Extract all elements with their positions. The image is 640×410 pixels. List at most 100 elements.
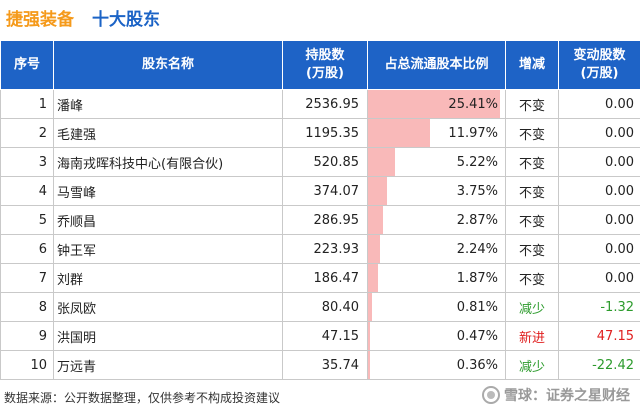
ratio-bar	[368, 322, 371, 350]
row-ratio: 1.87%	[367, 263, 506, 293]
row-ratio: 11.97%	[367, 118, 506, 148]
table-row: 5 乔顺昌 286.95 2.87% 不变 0.00	[0, 205, 640, 235]
brand-text: 雪球：证券之星财经	[504, 388, 630, 404]
ratio-value: 0.47%	[456, 328, 498, 344]
ratio-bar	[368, 235, 380, 263]
row-shares: 186.47	[282, 263, 368, 293]
row-shares: 35.74	[282, 350, 368, 380]
row-shares: 80.40	[282, 292, 368, 322]
row-shares: 374.07	[282, 176, 368, 206]
row-seq: 6	[0, 234, 54, 264]
row-seq: 1	[0, 89, 54, 119]
ratio-bar	[368, 177, 388, 205]
row-seq: 10	[0, 350, 54, 380]
col-header-delta: 变动股数 (万股)	[558, 40, 640, 90]
table-row: 9 洪国明 47.15 0.47% 新进 47.15	[0, 321, 640, 351]
row-change-status: 不变	[505, 89, 559, 119]
row-shares: 2536.95	[282, 89, 368, 119]
row-change-status: 减少	[505, 292, 559, 322]
row-ratio: 2.24%	[367, 234, 506, 264]
ratio-bar	[368, 90, 500, 118]
row-change-status: 不变	[505, 234, 559, 264]
shareholders-table: 序号 股东名称 持股数 (万股) 占总流通股本比例 增减 变动股数 (万股) 1…	[0, 40, 640, 380]
row-shares: 223.93	[282, 234, 368, 264]
row-delta-shares: 0.00	[558, 234, 640, 264]
row-seq: 8	[0, 292, 54, 322]
ratio-value: 2.87%	[456, 212, 498, 228]
ratio-value: 0.36%	[456, 357, 498, 373]
row-seq: 4	[0, 176, 54, 206]
col-header-shares: 持股数 (万股)	[282, 40, 368, 90]
row-seq: 2	[0, 118, 54, 148]
row-ratio: 0.36%	[367, 350, 506, 380]
row-shareholder-name: 海南戎晖科技中心(有限合伙)	[53, 147, 283, 177]
row-seq: 5	[0, 205, 54, 235]
col-header-change: 增减	[505, 40, 559, 90]
table-row: 3 海南戎晖科技中心(有限合伙) 520.85 5.22% 不变 0.00	[0, 147, 640, 177]
row-shares: 1195.35	[282, 118, 368, 148]
ratio-bar	[368, 206, 383, 234]
row-change-status: 不变	[505, 118, 559, 148]
row-delta-shares: 0.00	[558, 205, 640, 235]
row-shares: 47.15	[282, 321, 368, 351]
row-change-status: 新进	[505, 321, 559, 351]
ratio-bar	[368, 148, 396, 176]
table-row: 6 钟王军 223.93 2.24% 不变 0.00	[0, 234, 640, 264]
row-seq: 3	[0, 147, 54, 177]
table-row: 8 张凤欧 80.40 0.81% 减少 -1.32	[0, 292, 640, 322]
row-change-status: 不变	[505, 147, 559, 177]
row-ratio: 5.22%	[367, 147, 506, 177]
row-shareholder-name: 潘峰	[53, 89, 283, 119]
section-title: 十大股东	[92, 9, 160, 30]
row-shareholder-name: 钟王军	[53, 234, 283, 264]
ratio-bar	[368, 351, 370, 379]
row-change-status: 不变	[505, 263, 559, 293]
table-row: 1 潘峰 2536.95 25.41% 不变 0.00	[0, 89, 640, 119]
row-delta-shares: 0.00	[558, 118, 640, 148]
row-change-status: 不变	[505, 205, 559, 235]
row-shareholder-name: 马雪峰	[53, 176, 283, 206]
col-header-ratio: 占总流通股本比例	[367, 40, 506, 90]
row-shareholder-name: 刘群	[53, 263, 283, 293]
row-delta-shares: 47.15	[558, 321, 640, 351]
col-header-seq: 序号	[0, 40, 54, 90]
row-shareholder-name: 张凤欧	[53, 292, 283, 322]
row-shareholder-name: 毛建强	[53, 118, 283, 148]
row-shareholder-name: 万远青	[53, 350, 283, 380]
row-delta-shares: 0.00	[558, 147, 640, 177]
ratio-bar	[368, 293, 373, 321]
ratio-value: 5.22%	[456, 154, 498, 170]
row-seq: 7	[0, 263, 54, 293]
title-bar: 捷强装备 十大股东	[6, 4, 160, 30]
table-row: 2 毛建强 1195.35 11.97% 不变 0.00	[0, 118, 640, 148]
data-source-note: 数据来源：公开数据整理，仅供参考不构成投资建议	[4, 391, 281, 405]
ratio-value: 0.81%	[456, 299, 498, 315]
brand-watermark: 雪球：证券之星财经	[482, 385, 630, 405]
row-ratio: 3.75%	[367, 176, 506, 206]
row-seq: 9	[0, 321, 54, 351]
ratio-value: 2.24%	[456, 241, 498, 257]
table-row: 10 万远青 35.74 0.36% 减少 -22.42	[0, 350, 640, 380]
row-change-status: 不变	[505, 176, 559, 206]
ratio-value: 1.87%	[456, 270, 498, 286]
row-delta-shares: 0.00	[558, 176, 640, 206]
row-change-status: 减少	[505, 350, 559, 380]
row-shareholder-name: 洪国明	[53, 321, 283, 351]
row-delta-shares: -1.32	[558, 292, 640, 322]
row-ratio: 0.81%	[367, 292, 506, 322]
col-header-name: 股东名称	[53, 40, 283, 90]
row-ratio: 2.87%	[367, 205, 506, 235]
ratio-value: 25.41%	[448, 96, 498, 112]
row-delta-shares: -22.42	[558, 350, 640, 380]
row-delta-shares: 0.00	[558, 263, 640, 293]
ratio-bar	[368, 119, 430, 147]
table-row: 4 马雪峰 374.07 3.75% 不变 0.00	[0, 176, 640, 206]
ratio-value: 3.75%	[456, 183, 498, 199]
row-delta-shares: 0.00	[558, 89, 640, 119]
table-row: 7 刘群 186.47 1.87% 不变 0.00	[0, 263, 640, 293]
ratio-bar	[368, 264, 378, 292]
ratio-value: 11.97%	[448, 125, 498, 141]
row-shares: 286.95	[282, 205, 368, 235]
row-shares: 520.85	[282, 147, 368, 177]
row-ratio: 25.41%	[367, 89, 506, 119]
